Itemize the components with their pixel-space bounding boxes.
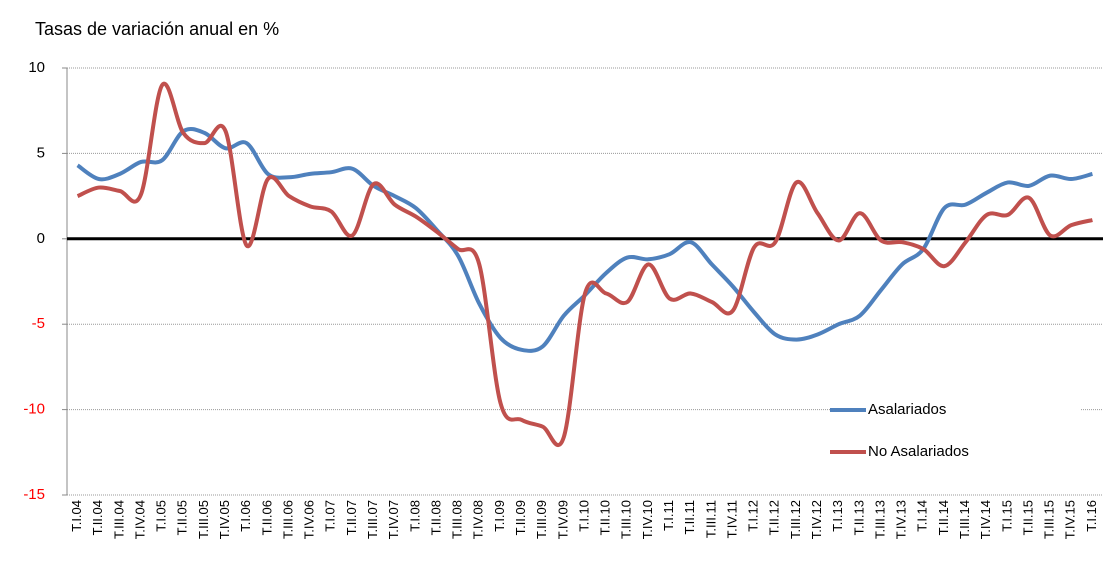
x-tick-label: T.III.15 — [1042, 500, 1057, 539]
series-line — [76, 81, 1093, 448]
x-tick-label: T.I.08 — [407, 500, 422, 532]
x-tick-label: T.IV.10 — [640, 500, 655, 539]
x-tick-label: T.III.06 — [280, 500, 295, 539]
x-tick-label: T.II.13 — [851, 500, 866, 535]
x-tick-label: T.I.14 — [915, 500, 930, 532]
chart-title: Tasas de variación anual en % — [35, 19, 279, 39]
x-tick-label: T.II.09 — [513, 500, 528, 535]
x-tick-label: T.I.10 — [576, 500, 591, 532]
x-tick-label: T.I.11 — [661, 500, 676, 531]
x-tick-label: T.II.14 — [936, 500, 951, 535]
x-tick-label: T.IV.05 — [217, 500, 232, 539]
x-tick-label: T.II.11 — [682, 500, 697, 534]
x-tick-label: T.III.14 — [957, 500, 972, 539]
legend-label: Asalariados — [868, 401, 946, 418]
x-tick-label: T.IV.15 — [1063, 500, 1078, 539]
x-tick-label: T.III.09 — [534, 500, 549, 539]
x-tick-label: T.IV.08 — [471, 500, 486, 539]
x-tick-label: T.I.13 — [830, 500, 845, 532]
x-tick-label: T.III.04 — [111, 500, 126, 539]
x-tick-label: T.IV.12 — [809, 500, 824, 539]
y-tick-label: -15 — [23, 486, 45, 503]
x-tick-label: T.I.06 — [238, 500, 253, 532]
x-tick-label: T.II.05 — [175, 500, 190, 535]
y-tick-label: 5 — [37, 144, 45, 161]
x-tick-label: T.IV.07 — [386, 500, 401, 539]
x-tick-label: T.I.12 — [746, 500, 761, 532]
x-tick-label: T.II.08 — [428, 500, 443, 535]
x-tick-label: T.III.07 — [365, 500, 380, 539]
x-tick-label: T.I.16 — [1084, 500, 1099, 532]
x-tick-label: T.III.05 — [196, 500, 211, 539]
x-tick-label: T.IV.06 — [302, 500, 317, 539]
y-tick-label: -10 — [23, 401, 45, 418]
x-tick-label: T.III.11 — [703, 500, 718, 538]
x-tick-label: T.IV.04 — [132, 500, 147, 539]
x-tick-label: T.II.04 — [90, 500, 105, 535]
legend-label: No Asalariados — [868, 443, 969, 460]
x-tick-label: T.III.13 — [872, 500, 887, 539]
x-tick-label: T.II.15 — [1020, 500, 1035, 535]
x-tick-label: T.I.15 — [999, 500, 1014, 532]
x-tick-label: T.I.07 — [323, 500, 338, 532]
x-tick-label: T.IV.09 — [555, 500, 570, 539]
x-tick-label: T.IV.13 — [894, 500, 909, 539]
y-tick-label: 0 — [37, 230, 45, 247]
x-tick-label: T.III.10 — [619, 500, 634, 539]
x-tick-label: T.II.07 — [344, 500, 359, 535]
x-tick-label: T.III.08 — [450, 500, 465, 539]
y-tick-label: 10 — [28, 59, 45, 76]
x-tick-label: T.III.12 — [788, 500, 803, 539]
x-tick-label: T.IV.14 — [978, 500, 993, 539]
x-tick-label: T.I.05 — [154, 500, 169, 532]
x-tick-label: T.IV.11 — [724, 500, 739, 538]
x-tick-label: T.I.09 — [492, 500, 507, 532]
legend-box — [830, 388, 1080, 476]
x-tick-label: T.II.12 — [767, 500, 782, 535]
y-tick-label: -5 — [32, 315, 45, 332]
x-tick-label: T.I.04 — [69, 500, 84, 532]
x-tick-label: T.II.06 — [259, 500, 274, 535]
x-tick-label: T.II.10 — [598, 500, 613, 535]
